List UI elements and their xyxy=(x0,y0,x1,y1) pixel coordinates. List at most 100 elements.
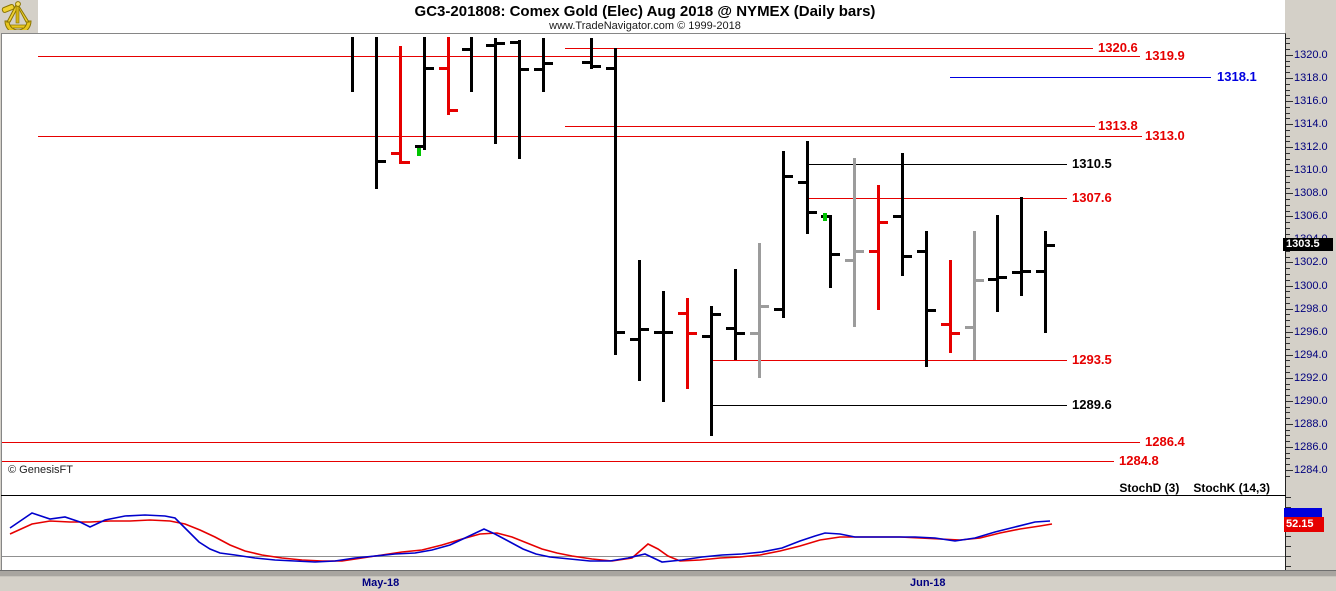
price-axis-tick xyxy=(1286,377,1293,379)
price-axis-tick xyxy=(1286,227,1290,229)
price-axis-tick xyxy=(1286,181,1290,183)
xaxis-separator-bar[interactable] xyxy=(0,571,1336,576)
level-label: 1284.8 xyxy=(1119,453,1159,468)
price-axis-tick xyxy=(1286,256,1290,258)
price-axis-label: 1288.0 xyxy=(1294,417,1328,430)
open-tick xyxy=(702,335,710,339)
price-axis-tick xyxy=(1286,395,1290,396)
open-tick xyxy=(678,312,686,316)
price-axis-label: 1302.0 xyxy=(1294,256,1328,269)
price-bar xyxy=(590,37,593,69)
price-bar xyxy=(399,45,402,165)
open-tick xyxy=(798,180,806,184)
close-tick xyxy=(999,276,1007,280)
price-axis-tick xyxy=(1286,158,1290,160)
open-tick xyxy=(534,67,542,71)
price-axis-tick xyxy=(1286,302,1290,304)
price-axis-tick xyxy=(1286,233,1290,235)
copyright-label: © GenesisFT xyxy=(8,464,73,476)
header-strip xyxy=(38,0,1285,33)
price-axis-tick xyxy=(1286,441,1290,443)
open-tick xyxy=(774,307,782,311)
price-axis-tick xyxy=(1286,458,1290,460)
price-axis-label: 1298.0 xyxy=(1294,302,1328,315)
price-bar xyxy=(447,36,450,115)
open-tick xyxy=(941,322,949,326)
level-line xyxy=(807,198,1067,199)
open-tick xyxy=(510,41,518,45)
price-chart-panel[interactable] xyxy=(1,33,1286,481)
open-tick xyxy=(439,66,447,70)
price-axis-tick xyxy=(1286,262,1293,264)
price-axis-tick xyxy=(1286,222,1290,224)
price-bar xyxy=(877,185,880,310)
stoch-reference-line xyxy=(2,556,1285,557)
open-tick xyxy=(391,151,399,155)
close-tick xyxy=(665,330,673,334)
level-label: 1286.4 xyxy=(1145,434,1185,449)
price-axis-tick xyxy=(1286,250,1290,252)
level-line xyxy=(2,442,1140,443)
price-axis-tick xyxy=(1286,464,1290,466)
price-bar xyxy=(686,298,689,390)
price-axis-label: 1314.0 xyxy=(1294,118,1328,131)
close-tick xyxy=(1047,244,1055,248)
open-tick xyxy=(1036,269,1044,273)
price-axis-label: 1306.0 xyxy=(1294,210,1328,223)
close-tick xyxy=(928,308,936,312)
price-bar xyxy=(853,157,856,327)
price-bar xyxy=(662,291,665,402)
green-mark xyxy=(823,213,827,222)
price-axis-label: 1294.0 xyxy=(1294,348,1328,361)
price-bar xyxy=(758,242,761,378)
price-axis-label: 1318.0 xyxy=(1294,72,1328,84)
price-axis-tick xyxy=(1286,170,1293,172)
price-axis-label: 1296.0 xyxy=(1294,325,1328,338)
stoch-axis-tick xyxy=(1286,497,1291,498)
level-label: 1289.6 xyxy=(1072,397,1112,412)
price-axis-tick xyxy=(1286,101,1293,102)
price-bar xyxy=(638,260,641,382)
open-tick xyxy=(486,43,494,47)
level-label: 1310.5 xyxy=(1072,156,1112,171)
price-bar xyxy=(1020,196,1023,296)
close-tick xyxy=(497,42,505,46)
price-axis-tick xyxy=(1286,135,1290,137)
price-axis-tick xyxy=(1286,337,1290,339)
page-subtitle: www.TradeNavigator.com © 1999-2018 xyxy=(549,20,741,32)
price-axis-tick xyxy=(1286,343,1290,345)
close-tick xyxy=(641,328,649,332)
level-label: 1293.5 xyxy=(1072,352,1112,367)
price-axis-label: 1316.0 xyxy=(1294,95,1328,107)
price-axis-tick xyxy=(1286,325,1290,327)
level-line xyxy=(38,136,1142,137)
close-tick xyxy=(761,305,769,309)
level-label: 1320.6 xyxy=(1098,40,1138,55)
indicator-top-border xyxy=(1,495,1286,496)
price-axis-tick xyxy=(1286,418,1290,420)
price-axis-tick xyxy=(1286,216,1293,218)
price-bar xyxy=(901,152,904,277)
close-tick xyxy=(545,62,553,65)
price-bar xyxy=(1044,231,1047,333)
level-label: 1319.9 xyxy=(1145,48,1185,63)
level-line xyxy=(807,164,1067,165)
open-tick xyxy=(630,337,638,341)
price-axis-tick xyxy=(1286,371,1290,373)
price-bar xyxy=(782,150,785,318)
price-axis-label: 1320.0 xyxy=(1294,48,1328,61)
price-axis-tick xyxy=(1286,475,1290,477)
indicator-legend: StochD (3) StochK (14,3) xyxy=(1119,481,1270,495)
price-bar xyxy=(470,36,473,92)
price-axis-label: 1284.0 xyxy=(1294,463,1328,476)
price-axis-tick xyxy=(1286,285,1293,287)
close-tick xyxy=(856,249,864,253)
price-axis-tick xyxy=(1286,204,1290,206)
price-axis-tick xyxy=(1286,331,1293,333)
price-bar xyxy=(806,141,809,234)
last-price-badge: 1303.5 xyxy=(1283,238,1333,252)
close-tick xyxy=(378,160,386,163)
level-line xyxy=(950,77,1211,78)
price-axis-tick xyxy=(1286,314,1290,316)
open-tick xyxy=(462,48,470,52)
